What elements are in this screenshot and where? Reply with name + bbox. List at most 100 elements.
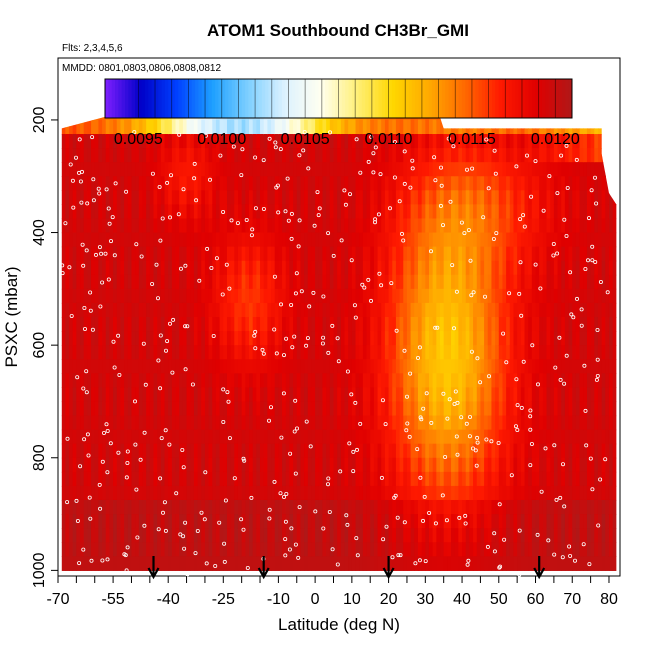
heatmap-cell [506, 415, 511, 431]
heatmap-cell [149, 429, 155, 445]
heatmap-cell [245, 528, 250, 543]
heatmap-cell [484, 302, 489, 318]
heatmap-cell [197, 345, 202, 360]
heatmap-cell [252, 345, 257, 360]
heatmap-cell [212, 176, 217, 191]
heatmap-cell [575, 190, 581, 205]
heatmap-cell [388, 499, 393, 515]
heatmap-cell [524, 457, 529, 473]
heatmap-cell [454, 373, 459, 388]
heatmap-cell [484, 556, 489, 571]
heatmap-cell [355, 274, 360, 290]
heatmap-cell [153, 232, 158, 248]
heatmap-cell [373, 232, 379, 248]
heatmap-cell [531, 542, 537, 557]
heatmap-cell [421, 246, 426, 262]
heatmap-cell [175, 148, 180, 163]
heatmap-cell [311, 556, 316, 571]
heatmap-cell [260, 190, 265, 205]
heatmap-cell [502, 119, 507, 135]
heatmap-cell [506, 345, 511, 360]
heatmap-cell [524, 542, 529, 557]
heatmap-cell [285, 176, 291, 191]
heatmap-cell [160, 345, 166, 360]
heatmap-cell [572, 429, 577, 445]
heatmap-cell [65, 176, 70, 191]
heatmap-cell [377, 260, 382, 276]
heatmap-cell [572, 218, 577, 234]
heatmap-cell [245, 204, 250, 220]
heatmap-cell [348, 274, 353, 290]
heatmap-cell [326, 345, 331, 360]
heatmap-cell [274, 499, 279, 515]
heatmap-cell [491, 542, 496, 557]
heatmap-cell [234, 162, 239, 177]
heatmap-cell [285, 429, 291, 445]
heatmap-cell [542, 345, 548, 360]
heatmap-cell [260, 514, 265, 529]
heatmap-cell [506, 443, 511, 459]
heatmap-cell [260, 232, 265, 248]
heatmap-cell [432, 190, 437, 205]
heatmap-cell [80, 176, 85, 191]
heatmap-cell [403, 542, 408, 557]
heatmap-cell [237, 190, 243, 205]
heatmap-cell [175, 345, 180, 360]
heatmap-cell [447, 331, 452, 346]
heatmap-cell [329, 119, 335, 135]
heatmap-cell [447, 471, 452, 487]
heatmap-cell [399, 499, 404, 515]
heatmap-cell [520, 556, 526, 571]
heatmap-cell [561, 528, 566, 543]
heatmap-cell [197, 499, 202, 515]
heatmap-cell [201, 302, 206, 318]
heatmap-cell [72, 401, 77, 417]
heatmap-cell [171, 401, 177, 417]
heatmap-cell [546, 387, 551, 403]
heatmap-cell [557, 373, 562, 388]
heatmap-cell [98, 485, 103, 501]
heatmap-cell [193, 471, 199, 487]
heatmap-cell [370, 317, 375, 332]
heatmap-cell [469, 471, 474, 487]
heatmap-cell [245, 485, 250, 501]
heatmap-cell [153, 373, 158, 388]
heatmap-cell [197, 443, 202, 459]
heatmap-cell [282, 528, 287, 543]
heatmap-cell [517, 429, 522, 445]
heatmap-cell [116, 499, 122, 515]
heatmap-cell [524, 514, 529, 529]
heatmap-cell [260, 542, 265, 557]
heatmap-cell [539, 528, 544, 543]
heatmap-cell [579, 232, 584, 248]
heatmap-cell [83, 499, 88, 515]
heatmap-cell [127, 218, 133, 234]
heatmap-cell [579, 246, 584, 262]
heatmap-cell [421, 485, 426, 501]
heatmap-cell [142, 246, 147, 262]
heatmap-cell [267, 443, 272, 459]
heatmap-cell [414, 176, 419, 191]
heatmap-cell [535, 331, 540, 346]
heatmap-cell [105, 218, 111, 234]
heatmap-cell [564, 148, 570, 163]
heatmap-cell [124, 274, 129, 290]
heatmap-cell [462, 401, 467, 417]
heatmap-cell [76, 260, 81, 276]
heatmap-cell [340, 359, 346, 374]
heatmap-cell [245, 288, 250, 304]
heatmap-cell [355, 556, 360, 571]
heatmap-cell [462, 528, 467, 543]
heatmap-cell [612, 232, 617, 248]
heatmap-cell [249, 387, 254, 403]
heatmap-cell [568, 260, 573, 276]
heatmap-cell [575, 105, 581, 121]
heatmap-cell [249, 331, 254, 346]
heatmap-cell [105, 317, 111, 332]
heatmap-cell [208, 387, 213, 403]
heatmap-cell [182, 148, 188, 163]
heatmap-cell [153, 288, 158, 304]
heatmap-cell [157, 415, 162, 431]
heatmap-cell [252, 401, 257, 417]
heatmap-cell [237, 148, 243, 163]
